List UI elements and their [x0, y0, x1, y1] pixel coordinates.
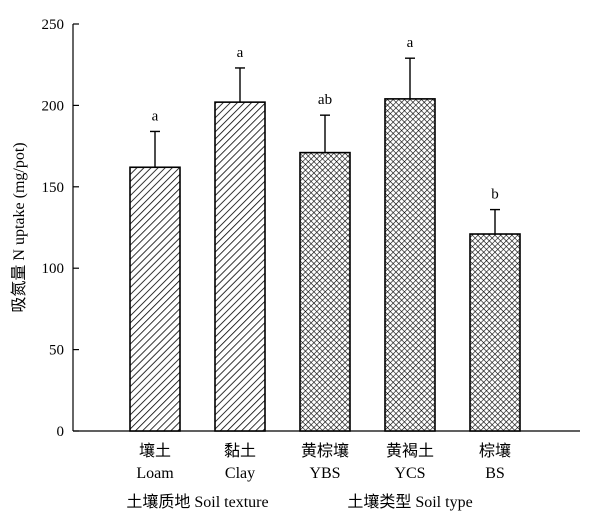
- y-tick-label: 0: [57, 424, 65, 440]
- y-tick-label: 50: [49, 343, 64, 359]
- x-tick-label-en: YCS: [394, 465, 425, 482]
- x-tick-label-cn: 棕壤: [479, 441, 511, 460]
- y-tick-label: 200: [42, 98, 65, 114]
- y-axis-label: 吸氮量 N uptake (mg/pot): [10, 142, 28, 312]
- bar: [384, 98, 436, 432]
- x-tick-label-en: Loam: [136, 465, 174, 482]
- bar: [469, 233, 521, 432]
- y-tick-label: 150: [42, 180, 65, 196]
- x-tick-label-cn: 黏土: [224, 442, 256, 460]
- group-label: 土壤类型 Soil type: [347, 492, 472, 511]
- x-tick-label-en: Clay: [225, 465, 255, 482]
- bar: [214, 101, 266, 432]
- x-tick-label-en: YBS: [309, 465, 340, 482]
- y-tick-label: 250: [42, 17, 65, 33]
- x-tick-label-cn: 壤土: [139, 441, 171, 460]
- x-tick-label-en: BS: [485, 465, 505, 482]
- significance-label: a: [237, 45, 244, 61]
- y-tick-label: 100: [42, 261, 65, 277]
- significance-label: a: [152, 108, 159, 124]
- significance-label: a: [407, 35, 414, 51]
- x-tick-label-cn: 黄褐土: [386, 442, 434, 460]
- group-label: 土壤质地 Soil texture: [126, 492, 268, 511]
- bar: [129, 166, 181, 432]
- x-tick-label-cn: 黄棕壤: [301, 441, 349, 460]
- significance-label: ab: [318, 92, 332, 108]
- significance-label: b: [491, 187, 499, 203]
- bar: [299, 151, 351, 432]
